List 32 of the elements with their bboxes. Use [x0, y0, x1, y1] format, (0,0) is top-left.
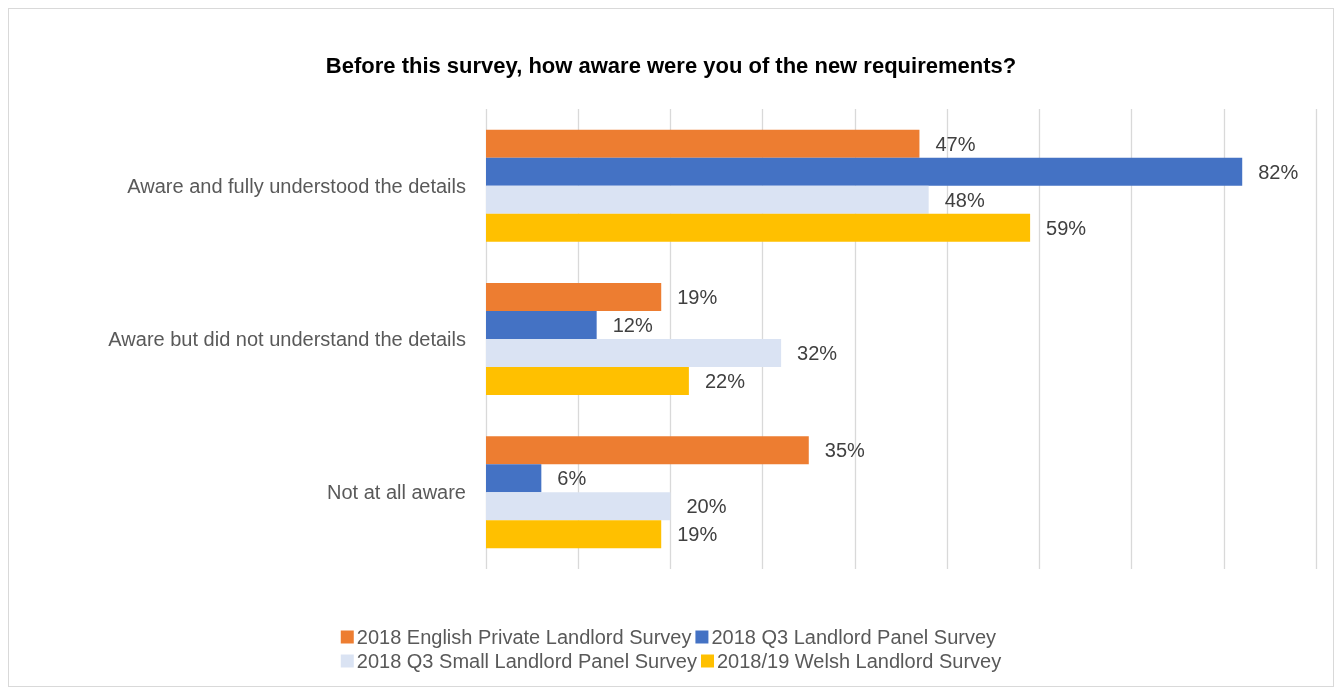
data-label: 6% [557, 467, 587, 490]
bar [486, 129, 920, 158]
bar [486, 436, 809, 465]
bar [486, 492, 671, 521]
data-label: 22% [704, 369, 746, 392]
data-label: 47% [935, 132, 976, 155]
data-label: 20% [686, 495, 727, 518]
bar [486, 283, 662, 312]
bar [486, 311, 597, 339]
y-tick-label: Aware and fully understood the details [127, 174, 466, 197]
y-tick-label: Not at all aware [327, 481, 466, 504]
legend-label: 2018 Q3 Landlord Panel Survey [711, 626, 997, 648]
bar [486, 185, 929, 214]
bar [486, 520, 662, 549]
y-tick-label: Aware but did not understand the details [108, 328, 466, 350]
data-label: 19% [677, 286, 718, 309]
data-label: 32% [797, 341, 838, 364]
data-label: 48% [944, 188, 985, 211]
legend-label: 2018 Q3 Small Landlord Panel Survey [356, 650, 697, 672]
legend-label: 2018 English Private Landlord Survey [356, 626, 692, 648]
chart-title: Before this survey, how aware were you of the new requirements? [325, 52, 1017, 78]
data-label: 59% [1046, 216, 1087, 239]
bar [486, 213, 1031, 242]
data-label: 35% [824, 439, 866, 462]
legend-label: 2018/19 Welsh Landlord Survey [716, 650, 1002, 672]
bar [486, 464, 542, 493]
bar [486, 366, 689, 395]
data-label: 12% [612, 314, 653, 337]
data-label: 82% [1258, 160, 1299, 183]
data-label: 19% [677, 523, 718, 546]
bar [486, 157, 1243, 186]
bar [486, 339, 782, 367]
